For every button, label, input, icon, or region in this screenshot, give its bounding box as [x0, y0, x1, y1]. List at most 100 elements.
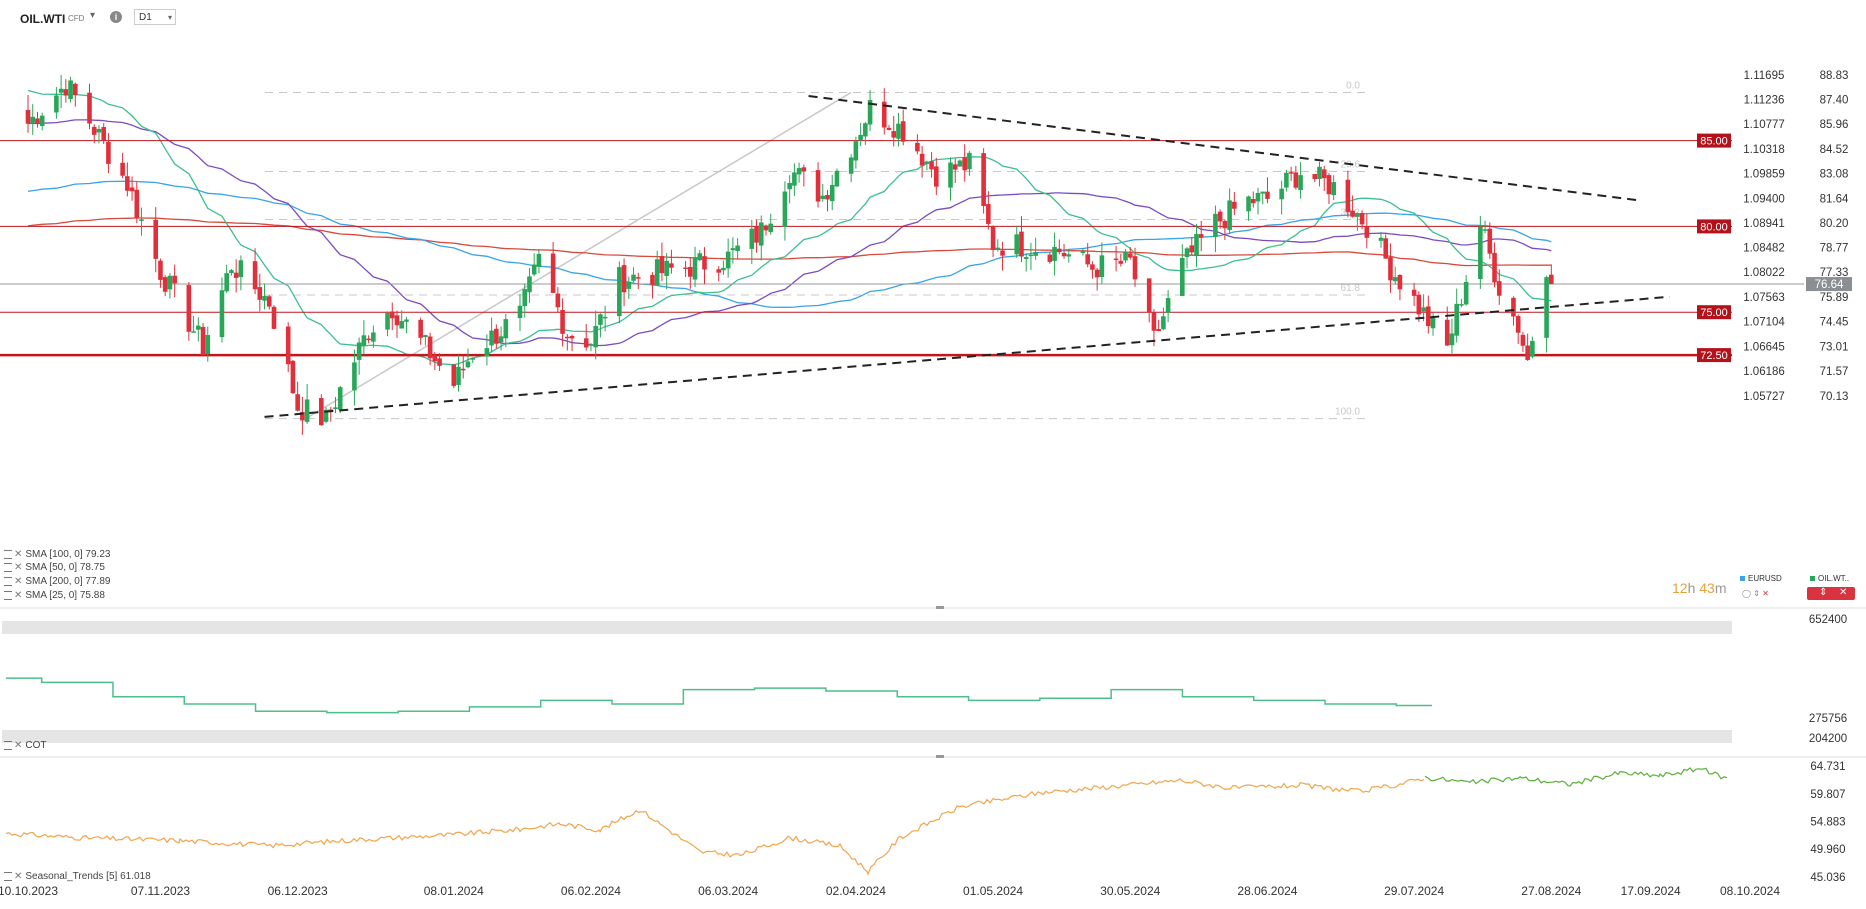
- candle-bull: [205, 335, 211, 354]
- candle-bear: [266, 296, 272, 307]
- candle-bull: [1378, 237, 1384, 241]
- settings-icon[interactable]: [4, 590, 12, 600]
- candle-bull: [1331, 182, 1336, 196]
- oil-overlay-widget[interactable]: OIL.WT..: [1810, 574, 1849, 583]
- candle-bull: [191, 331, 196, 333]
- candle-bear: [1345, 179, 1351, 213]
- candle-bear: [669, 263, 674, 268]
- eurusd-overlay-widget[interactable]: EURUSD: [1740, 574, 1782, 583]
- sort-icon[interactable]: ⇕: [1819, 587, 1828, 598]
- candle-bull: [1260, 191, 1266, 194]
- date-tick-label: 06.12.2023: [268, 884, 328, 898]
- seasonal-legend[interactable]: ✕ Seasonal_Trends [5] 61.018: [4, 871, 151, 882]
- eurusd-tick-label: 1.11236: [1744, 94, 1785, 106]
- candle-bear: [934, 166, 939, 187]
- price-tick-label: 88.83: [1820, 70, 1849, 82]
- candle-bear: [290, 360, 296, 394]
- close-icon[interactable]: ✕: [14, 549, 23, 560]
- candle-bull: [834, 170, 840, 187]
- timeframe-select[interactable]: D1 ▾: [134, 9, 176, 25]
- cot-tick-label: 652400: [1809, 614, 1847, 626]
- candle-bull: [404, 319, 409, 322]
- candle-bull: [1284, 172, 1289, 188]
- eurusd-tick-label: 1.07104: [1743, 317, 1785, 329]
- date-tick-label: 28.06.2024: [1237, 884, 1297, 898]
- candle-bull: [863, 123, 868, 137]
- candle-bear: [1416, 294, 1422, 315]
- candle-bull: [224, 273, 229, 292]
- candle-bull: [1449, 333, 1455, 346]
- legend-label: SMA [100, 0] 79.23: [25, 549, 111, 560]
- settings-icon[interactable]: [4, 871, 12, 881]
- candle-bull: [867, 100, 873, 125]
- symbol-dropdown-icon[interactable]: ▾: [90, 10, 96, 21]
- sma50-line: [27, 119, 1552, 347]
- candle-bull: [1161, 316, 1166, 330]
- candle-bull: [1355, 213, 1360, 217]
- price-tick-label: 71.57: [1820, 366, 1849, 378]
- countdown-hours-unit: h: [1687, 580, 1696, 596]
- price-tick-label: 83.08: [1820, 169, 1849, 181]
- close-icon[interactable]: ✕: [14, 871, 23, 882]
- close-icon[interactable]: ✕: [14, 562, 23, 573]
- candle-bear: [451, 364, 457, 386]
- candle-bear: [91, 126, 97, 135]
- candle-bear: [1132, 256, 1138, 280]
- sma25-line: [27, 89, 1552, 366]
- candle-bear: [1388, 257, 1393, 281]
- price-tick-label: 75.89: [1820, 292, 1849, 304]
- candle-bear: [1198, 234, 1204, 238]
- legend-sma25[interactable]: ✕ SMA [25, 0] 75.88: [4, 590, 105, 601]
- candle-bear: [295, 394, 300, 411]
- legend-sma100[interactable]: ✕ SMA [100, 0] 79.23: [4, 549, 110, 560]
- candle-bear: [1265, 191, 1270, 199]
- candle-bull: [498, 336, 504, 343]
- candle-bear: [986, 204, 991, 224]
- close-icon[interactable]: ✕: [1762, 589, 1769, 598]
- date-tick-label: 06.03.2024: [698, 884, 758, 898]
- candle-bull: [1033, 252, 1038, 256]
- candle-bear: [1487, 228, 1493, 254]
- close-icon[interactable]: ✕: [14, 740, 23, 751]
- legend-sma200[interactable]: ✕ SMA [200, 0] 77.89: [4, 576, 110, 587]
- date-tick-label: 02.04.2024: [826, 884, 886, 898]
- candle-bear: [1094, 269, 1100, 278]
- candle-bull: [896, 123, 901, 139]
- settings-icon[interactable]: [4, 549, 12, 559]
- oil-widget-controls[interactable]: ⇕ ✕: [1807, 587, 1855, 600]
- eurusd-tick-label: 1.09859: [1743, 169, 1785, 181]
- candle-bear: [891, 131, 897, 138]
- candle-bull: [782, 191, 788, 227]
- settings-icon[interactable]: [4, 576, 12, 586]
- candle-bear: [1411, 289, 1417, 296]
- candle-bear: [1383, 238, 1389, 259]
- symbol-name[interactable]: OIL.WTI: [20, 12, 66, 26]
- candle-bull: [631, 274, 636, 281]
- sort-icon[interactable]: ⇕: [1753, 589, 1760, 598]
- candle-bear: [1151, 312, 1157, 331]
- candle-bear: [919, 153, 925, 166]
- settings-icon[interactable]: [4, 740, 12, 750]
- candle-bull: [1246, 196, 1251, 212]
- close-icon[interactable]: ✕: [14, 590, 23, 601]
- eye-icon[interactable]: ◯: [1742, 589, 1751, 598]
- eurusd-widget-controls[interactable]: ◯ ⇕ ✕: [1742, 589, 1769, 598]
- info-icon[interactable]: i: [110, 11, 122, 23]
- cot-legend[interactable]: ✕ COT: [4, 740, 47, 751]
- candle-bear: [962, 157, 967, 171]
- close-icon[interactable]: ✕: [14, 576, 23, 587]
- candle-bull: [238, 260, 244, 278]
- settings-icon[interactable]: [4, 562, 12, 572]
- fib-level-label: 0.0: [1346, 81, 1360, 92]
- close-icon[interactable]: ✕: [1839, 587, 1848, 598]
- eurusd-tick-label: 1.08941: [1743, 218, 1785, 230]
- legend-label: SMA [25, 0] 75.88: [25, 590, 105, 601]
- candle-bear: [702, 256, 707, 270]
- candle-bear: [555, 293, 561, 308]
- eurusd-tick-label: 1.08022: [1743, 267, 1785, 279]
- candle-bull: [1478, 226, 1483, 280]
- level-tag: [1697, 305, 1731, 320]
- legend-sma50[interactable]: ✕ SMA [50, 0] 78.75: [4, 562, 105, 573]
- candle-bull: [602, 316, 608, 319]
- eurusd-tick-label: 1.06645: [1743, 341, 1785, 353]
